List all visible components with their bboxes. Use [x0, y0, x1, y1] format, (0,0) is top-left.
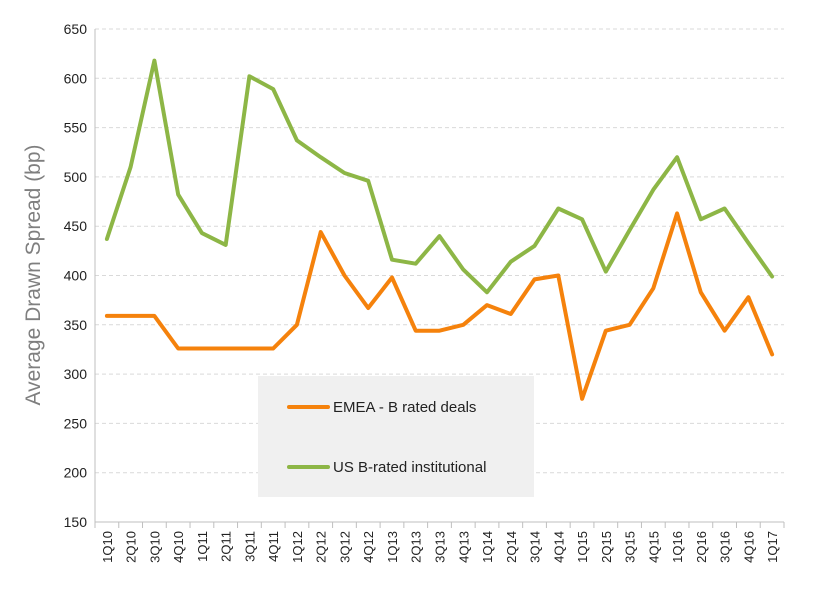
gridlines	[95, 28, 784, 474]
y-tick-label: 500	[64, 169, 88, 185]
x-tick-label: 4Q16	[741, 531, 756, 563]
y-tick-label: 650	[64, 21, 88, 37]
x-tick-label: 3Q15	[623, 531, 638, 563]
legend: EMEA - B rated deals US B-rated institut…	[258, 376, 534, 497]
x-tick-label: 2Q15	[599, 531, 614, 563]
series-lines	[104, 58, 775, 401]
x-tick-label: 4Q13	[456, 531, 471, 563]
x-tick-label: 3Q11	[242, 531, 257, 562]
x-tick-labels: 1Q10 2Q10 3Q10 4Q10 1Q11 2Q11 3Q11 4Q11 1Q12 2Q12…	[100, 531, 780, 563]
x-tick-label: 3Q13	[433, 531, 448, 563]
x-tick-label: 1Q14	[480, 531, 495, 563]
y-tick-label: 450	[64, 218, 88, 234]
series-line-1	[104, 58, 775, 295]
legend-label-us: US B-rated institutional	[333, 459, 486, 476]
x-tick-label: 4Q10	[171, 531, 186, 563]
y-axis-label: Average Drawn Spread (bp)	[22, 144, 45, 405]
y-tick-labels: 150 200 250 300 350 400 450 500 550 600 650	[64, 21, 88, 530]
x-tick-label: 4Q14	[551, 531, 566, 563]
x-tick-label: 1Q12	[290, 531, 305, 563]
y-tick-label: 250	[64, 415, 88, 431]
y-tick-label: 300	[64, 366, 88, 382]
y-tick-label: 400	[64, 268, 88, 284]
x-tick-label: 1Q16	[670, 531, 685, 563]
y-tick-label: 350	[64, 317, 88, 333]
x-tick-label: 2Q13	[409, 531, 424, 563]
x-tick-label: 3Q14	[528, 531, 543, 563]
x-tick-label: 2Q14	[504, 531, 519, 563]
x-tick-label: 3Q12	[337, 531, 352, 563]
x-tick-label: 4Q15	[646, 531, 661, 563]
x-tick-label: 4Q11	[266, 531, 281, 562]
x-tick-label: 1Q10	[100, 531, 115, 563]
x-tick-label: 2Q12	[314, 531, 329, 563]
x-tick-label: 2Q10	[124, 531, 139, 563]
x-tick-label: 4Q12	[361, 531, 376, 563]
y-tick-label: 600	[64, 70, 88, 86]
x-tick-label: 3Q10	[147, 531, 162, 563]
legend-background	[258, 376, 534, 497]
x-tick-label: 1Q17	[765, 531, 780, 563]
x-tick-label: 1Q11	[195, 531, 210, 562]
y-tick-label: 550	[64, 120, 88, 136]
x-tick-label: 2Q16	[694, 531, 709, 563]
x-tick-label: 3Q16	[718, 531, 733, 563]
axes	[94, 29, 785, 528]
y-tick-label: 150	[64, 514, 88, 530]
y-tick-label: 200	[64, 465, 88, 481]
x-tick-label: 1Q13	[385, 531, 400, 563]
x-tick-label: 2Q11	[219, 531, 234, 562]
legend-label-emea: EMEA - B rated deals	[333, 399, 476, 416]
series-line-0	[104, 211, 775, 401]
x-tick-label: 1Q15	[575, 531, 590, 563]
